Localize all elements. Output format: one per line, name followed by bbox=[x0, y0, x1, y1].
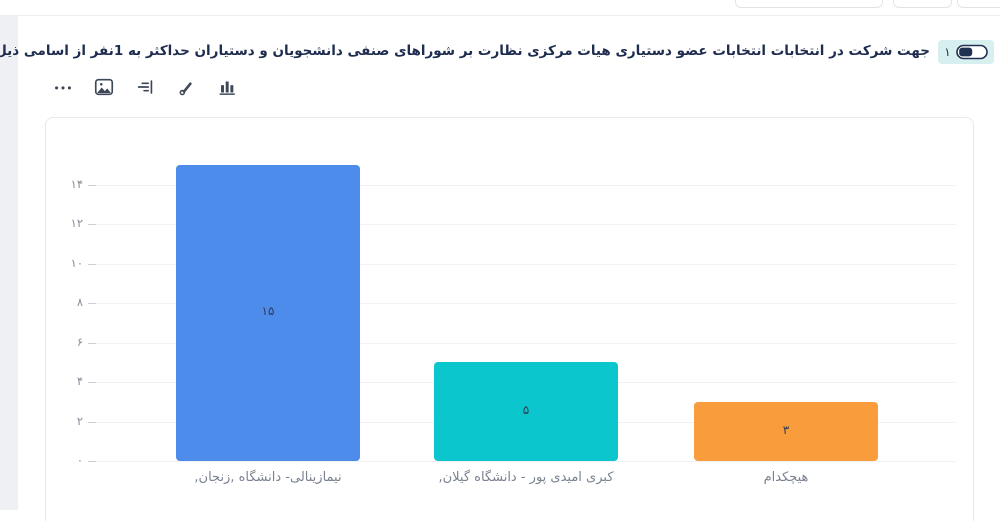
cropped-toolbar-button[interactable] bbox=[735, 0, 883, 8]
sidebar-edge bbox=[0, 16, 18, 510]
question-title: جهت شرکت در انتخابات انتخابات عضو دستیار… bbox=[0, 43, 930, 59]
question-number-badge[interactable]: ۱ bbox=[938, 40, 994, 64]
category-label: هیچکدام bbox=[763, 470, 809, 485]
axis-tick bbox=[88, 185, 96, 186]
y-tick-label: ۱۲ bbox=[70, 216, 83, 230]
more-icon bbox=[52, 76, 74, 98]
axis-tick bbox=[88, 422, 96, 423]
bar-value-label: ۳ bbox=[782, 422, 790, 437]
filter-lines-icon bbox=[134, 76, 156, 98]
bar-chart-button[interactable] bbox=[212, 72, 242, 102]
question-number: ۱ bbox=[944, 45, 951, 59]
gridline bbox=[96, 185, 956, 186]
image-icon bbox=[93, 76, 115, 98]
y-tick-label: ۴ bbox=[76, 374, 83, 388]
brush-button[interactable] bbox=[171, 72, 201, 102]
y-tick-label: ۶ bbox=[76, 335, 83, 349]
toggle-icon[interactable] bbox=[955, 44, 988, 60]
bar[interactable] bbox=[176, 165, 360, 461]
bar-chart-icon bbox=[216, 76, 238, 98]
bar[interactable] bbox=[694, 402, 878, 461]
bar-value-label: ۵ bbox=[522, 402, 530, 417]
gridline bbox=[96, 264, 956, 265]
y-tick-label: ۱۰ bbox=[70, 256, 83, 270]
y-tick-label: ۲ bbox=[76, 414, 83, 428]
gridline bbox=[96, 461, 956, 462]
category-label: کبری امیدی پور - دانشگاه گیلان, bbox=[438, 470, 614, 485]
y-tick-label: ۸ bbox=[76, 295, 83, 309]
gridline bbox=[96, 303, 956, 304]
axis-tick bbox=[88, 264, 96, 265]
axis-tick bbox=[88, 343, 96, 344]
more-button[interactable] bbox=[48, 72, 78, 102]
axis-tick bbox=[88, 303, 96, 304]
axis-tick bbox=[88, 461, 96, 462]
filter-button[interactable] bbox=[130, 72, 160, 102]
y-tick-label: ۱۴ bbox=[70, 177, 83, 191]
axis-tick bbox=[88, 224, 96, 225]
axis-tick bbox=[88, 382, 96, 383]
header-divider bbox=[0, 15, 1000, 16]
image-button[interactable] bbox=[89, 72, 119, 102]
brush-icon bbox=[175, 76, 197, 98]
cropped-toolbar-button[interactable] bbox=[957, 0, 1000, 8]
gridline bbox=[96, 224, 956, 225]
results-chart-card: ۱۴ ۱۲ ۱۰ ۸ ۶ ۴ ۲ ۰ ۱۵ نیمازینالی- دانشگاه ,زنجان,… bbox=[45, 117, 974, 521]
gridline bbox=[96, 343, 956, 344]
cropped-toolbar-button[interactable] bbox=[893, 0, 952, 8]
bar[interactable] bbox=[434, 362, 618, 461]
question-toolbar bbox=[48, 72, 242, 102]
y-tick-label: ۰ bbox=[76, 453, 83, 467]
category-label: نیمازینالی- دانشگاه ,زنجان, bbox=[194, 470, 342, 485]
bar-value-label: ۱۵ bbox=[261, 304, 275, 318]
